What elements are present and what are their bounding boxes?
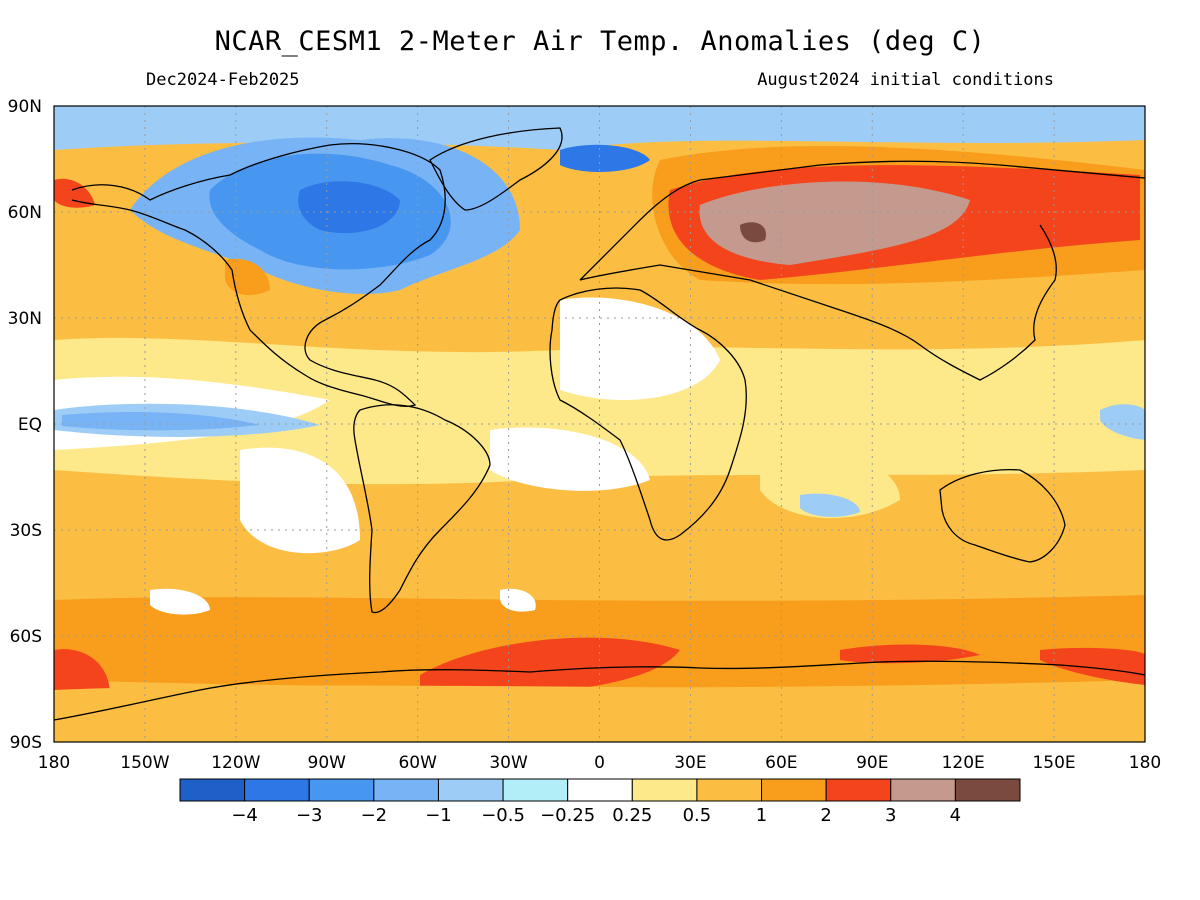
- colorbar-swatch: [567, 778, 633, 802]
- south-america-coast: [353, 404, 491, 614]
- lon-tick-label: 120W: [211, 753, 260, 773]
- indian-ocean-cool-spot: [800, 493, 860, 517]
- lon-tick-label: 180: [1129, 753, 1161, 773]
- colorbar-swatch: [761, 778, 827, 802]
- antarctic-warm-pacific: [54, 649, 110, 701]
- season-label: Dec2024-Feb2025: [146, 70, 300, 90]
- colorbar-tick-label: −1: [425, 805, 452, 826]
- colorbar-tick-label: 1: [756, 805, 767, 826]
- lon-tick-label: 180: [38, 753, 70, 773]
- lat-tick-label: 30N: [8, 309, 42, 329]
- colorbar-swatch: [502, 778, 569, 802]
- lat-tick-label: 60S: [10, 627, 42, 647]
- lon-tick-label: 90E: [856, 753, 888, 773]
- colorbar-swatch: [631, 778, 698, 802]
- lon-tick-label: 0: [594, 753, 605, 773]
- lon-tick-label: 120E: [942, 753, 985, 773]
- lon-tick-label: 30E: [674, 753, 706, 773]
- eurasia-coast: [579, 160, 1145, 381]
- colorbar: [179, 778, 1021, 802]
- greenland-coast: [429, 127, 563, 211]
- tropics-pale-band: [54, 337, 1145, 485]
- colorbar-tick-label: −2: [361, 805, 388, 826]
- siberia-extreme-spot: [740, 222, 766, 243]
- colorbar-tick-label: 0.25: [612, 805, 652, 826]
- colorbar-labels: −4 −3 −2 −1 −0.5 −0.25 0.25 0.5 1 2 3 4: [231, 805, 961, 826]
- lat-tick-label: 90S: [10, 733, 42, 753]
- antarctic-warm-atlantic: [420, 637, 680, 694]
- indian-ocean-pale: [760, 447, 900, 519]
- colorbar-swatch: [373, 778, 439, 802]
- atlantic-near-normal: [490, 427, 650, 491]
- north-america-coast: [71, 143, 446, 407]
- lon-tick-label: 30W: [489, 753, 528, 773]
- lat-lon-grid: [54, 106, 1145, 742]
- colorbar-swatch: [308, 778, 375, 802]
- antarctic-warm-indian: [840, 644, 980, 664]
- canada-cold-core: [298, 181, 400, 234]
- lat-tick-label: 60N: [8, 203, 42, 223]
- colorbar-tick-label: 3: [885, 805, 896, 826]
- colorbar-swatch: [954, 778, 1021, 802]
- colorbar-swatch: [696, 778, 763, 802]
- lat-tick-label: 90N: [8, 97, 42, 117]
- colorbar-tick-label: −0.25: [540, 805, 595, 826]
- coastlines: [54, 127, 1145, 721]
- west-pacific-cool: [1100, 404, 1145, 440]
- south-pacific-near-normal: [150, 588, 210, 615]
- lon-tick-label: 150W: [120, 753, 169, 773]
- lon-tick-label: 150E: [1032, 753, 1075, 773]
- colorbar-tick-label: 2: [820, 805, 831, 826]
- colorbar-swatch: [825, 778, 892, 802]
- init-conditions-label: August2024 initial conditions: [757, 70, 1054, 90]
- colorbar-tick-label: 4: [950, 805, 961, 826]
- lon-tick-label: 60W: [398, 753, 437, 773]
- colorbar-tick-label: −3: [296, 805, 323, 826]
- longitude-labels: 180 150W 120W 90W 60W 30W 0 30E 60E 90E 120E 150E 18…: [38, 753, 1161, 773]
- lon-tick-label: 60E: [765, 753, 797, 773]
- antarctica-anomaly: [54, 685, 1145, 742]
- colorbar-swatch: [437, 778, 504, 802]
- south-atlantic-near-normal: [500, 588, 536, 612]
- map-title: NCAR_CESM1 2-Meter Air Temp. Anomalies (…: [214, 26, 986, 57]
- pacific-cool-core: [62, 412, 260, 431]
- colorbar-swatch: [244, 778, 310, 802]
- colorbar-tick-label: −4: [231, 805, 258, 826]
- colorbar-swatch: [179, 778, 246, 802]
- lon-tick-label: 90W: [308, 753, 347, 773]
- australia-coast: [939, 469, 1066, 563]
- siberia-very-warm: [699, 181, 970, 265]
- antarctica-coast: [54, 660, 1145, 721]
- map-frame: [53, 105, 1146, 743]
- latitude-labels: 90N 60N 30N EQ 30S 60S 90S: [8, 97, 42, 753]
- colorbar-swatch: [890, 778, 956, 802]
- greenland-sea-cold: [560, 144, 650, 172]
- alaska-warm: [54, 178, 95, 208]
- antarctic-warm-east: [1040, 647, 1145, 685]
- lat-tick-label: 30S: [10, 521, 42, 541]
- europe-africa-coast: [549, 287, 747, 541]
- east-pacific-near-normal: [240, 447, 360, 554]
- lat-tick-label: EQ: [18, 415, 42, 435]
- colorbar-tick-label: −0.5: [481, 805, 525, 826]
- colorbar-tick-label: 0.5: [683, 805, 712, 826]
